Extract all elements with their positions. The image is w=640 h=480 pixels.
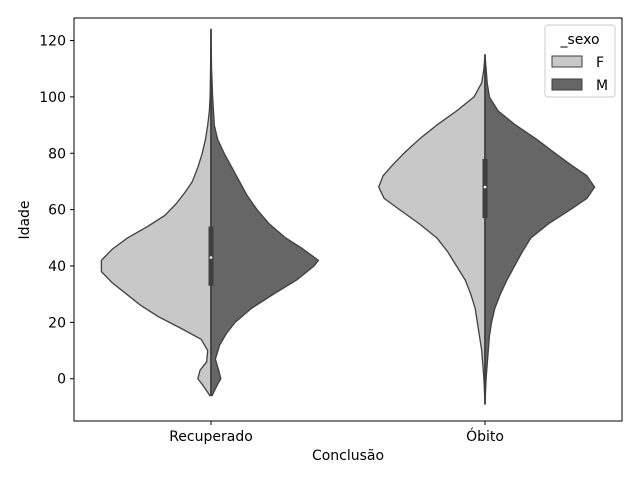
y-tick-label-100: 100 — [39, 90, 66, 106]
y-tick-label-80: 80 — [48, 146, 66, 162]
violin-half-M-1 — [484, 53, 596, 405]
x-tick-label-0: Recuperado — [169, 429, 253, 445]
violin-half-F-0 — [100, 28, 212, 397]
x-axis-label: Conclusão — [312, 448, 384, 464]
legend-title: _sexo — [559, 32, 599, 48]
violin-half-F-1 — [378, 53, 486, 405]
violins — [100, 28, 596, 405]
y-tick-label-0: 0 — [57, 372, 66, 388]
legend-label-F: F — [596, 55, 604, 71]
y-axis: 0 20 40 60 80 100 120 — [39, 34, 74, 388]
iqr-box-0 — [208, 226, 214, 286]
legend-label-M: M — [596, 78, 608, 94]
median-dot-1 — [483, 185, 487, 189]
x-tick-label-1: Óbito — [466, 427, 504, 445]
median-dot-0 — [209, 256, 213, 259]
y-axis-label: Idade — [17, 200, 33, 239]
legend-swatch-M — [551, 78, 583, 91]
y-tick-label-60: 60 — [48, 203, 66, 219]
y-tick-label-120: 120 — [39, 34, 66, 50]
violin-half-M-0 — [210, 28, 320, 397]
box-markers — [208, 29, 488, 405]
iqr-box-1 — [482, 158, 488, 219]
y-tick-label-40: 40 — [48, 259, 66, 275]
legend-swatch-F — [551, 55, 583, 68]
legend: _sexo FM — [544, 24, 616, 98]
plot-area — [73, 17, 623, 422]
x-axis: Recuperado Óbito — [169, 421, 504, 445]
y-tick-label-20: 20 — [48, 315, 66, 331]
